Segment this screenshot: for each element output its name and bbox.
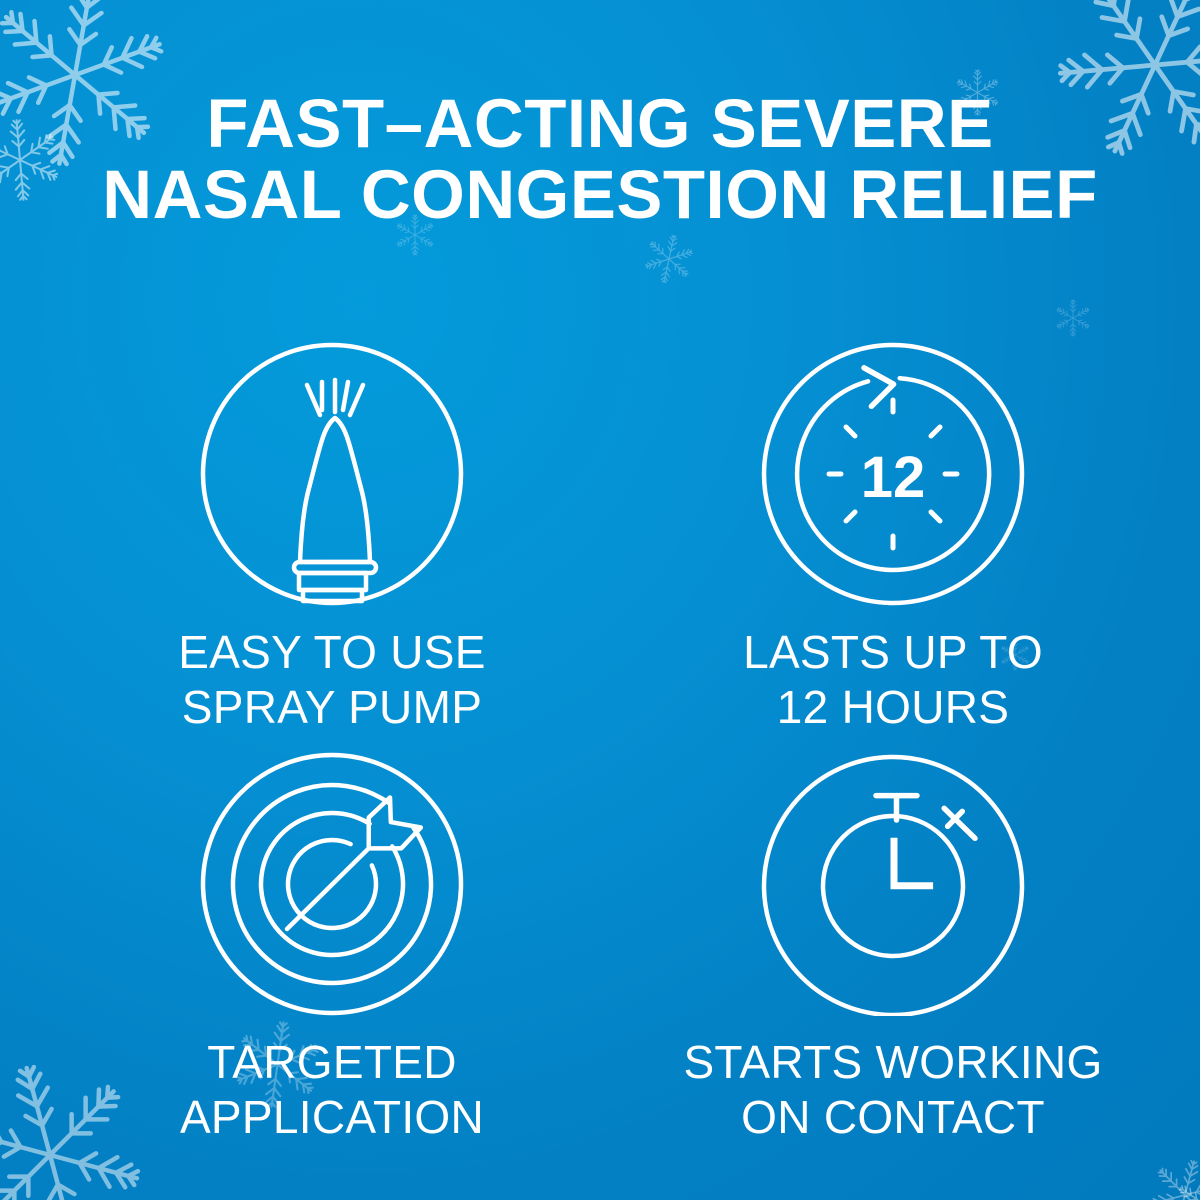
svg-text:12: 12 xyxy=(861,445,926,510)
